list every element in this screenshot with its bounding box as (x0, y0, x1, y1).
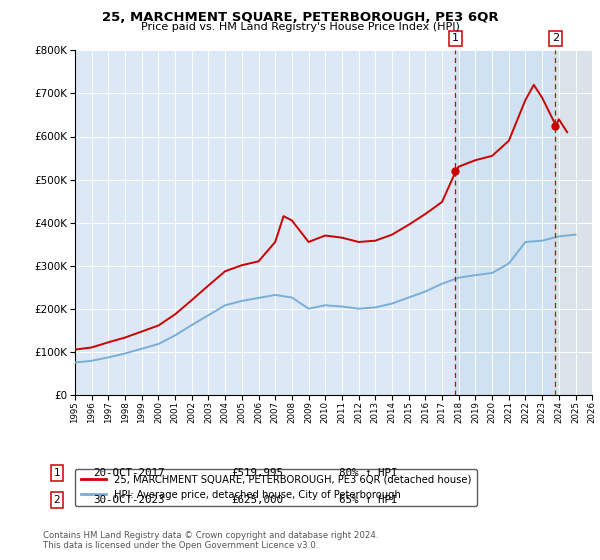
Text: 65% ↑ HPI: 65% ↑ HPI (339, 495, 397, 505)
Text: 2: 2 (552, 34, 559, 44)
Text: £519,995: £519,995 (231, 468, 283, 478)
Text: Contains HM Land Registry data © Crown copyright and database right 2024.
This d: Contains HM Land Registry data © Crown c… (43, 530, 379, 550)
Text: 1: 1 (452, 34, 459, 44)
Text: 25, MARCHMENT SQUARE, PETERBOROUGH, PE3 6QR: 25, MARCHMENT SQUARE, PETERBOROUGH, PE3 … (101, 11, 499, 24)
Text: 20-OCT-2017: 20-OCT-2017 (93, 468, 164, 478)
Legend: 25, MARCHMENT SQUARE, PETERBOROUGH, PE3 6QR (detached house), HPI: Average price: 25, MARCHMENT SQUARE, PETERBOROUGH, PE3 … (75, 469, 477, 506)
Bar (556, 50, 592, 395)
Bar (455, 50, 556, 395)
Text: 80% ↑ HPI: 80% ↑ HPI (339, 468, 397, 478)
Text: 1: 1 (53, 468, 61, 478)
Text: Price paid vs. HM Land Registry's House Price Index (HPI): Price paid vs. HM Land Registry's House … (140, 22, 460, 32)
Text: £625,000: £625,000 (231, 495, 283, 505)
Text: 30-OCT-2023: 30-OCT-2023 (93, 495, 164, 505)
Bar (556, 50, 592, 395)
Text: 2: 2 (53, 495, 61, 505)
